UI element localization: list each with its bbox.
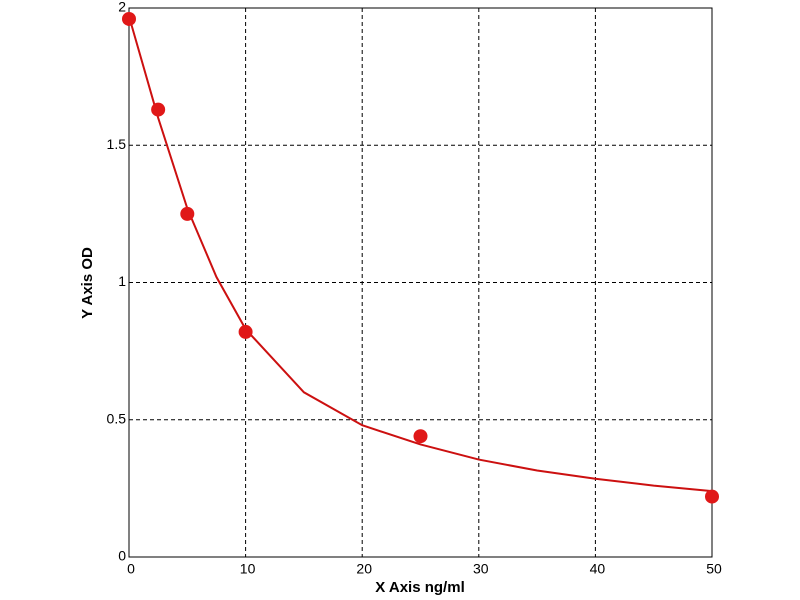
x-tick-label: 20 xyxy=(356,561,372,577)
data-point xyxy=(238,324,253,339)
data-point xyxy=(705,489,719,504)
y-tick-label: 0.5 xyxy=(107,410,127,426)
y-tick-label: 2 xyxy=(118,0,126,15)
y-tick-label: 1.5 xyxy=(107,136,127,152)
x-tick-label: 40 xyxy=(590,561,606,577)
data-point xyxy=(122,11,136,26)
y-axis-title: Y Axis OD xyxy=(79,247,96,319)
plot-frame xyxy=(128,7,713,558)
x-tick-label: 50 xyxy=(706,561,722,577)
y-tick-label: 1 xyxy=(118,273,126,289)
y-tick-label: 0 xyxy=(118,548,126,564)
data-point xyxy=(151,102,166,117)
data-point xyxy=(180,206,195,221)
data-point xyxy=(413,429,428,444)
x-axis-title: X Axis ng/ml xyxy=(375,579,464,596)
x-tick-label: 30 xyxy=(473,561,489,577)
x-tick-label: 10 xyxy=(240,561,256,577)
x-tick-label: 0 xyxy=(127,561,135,577)
